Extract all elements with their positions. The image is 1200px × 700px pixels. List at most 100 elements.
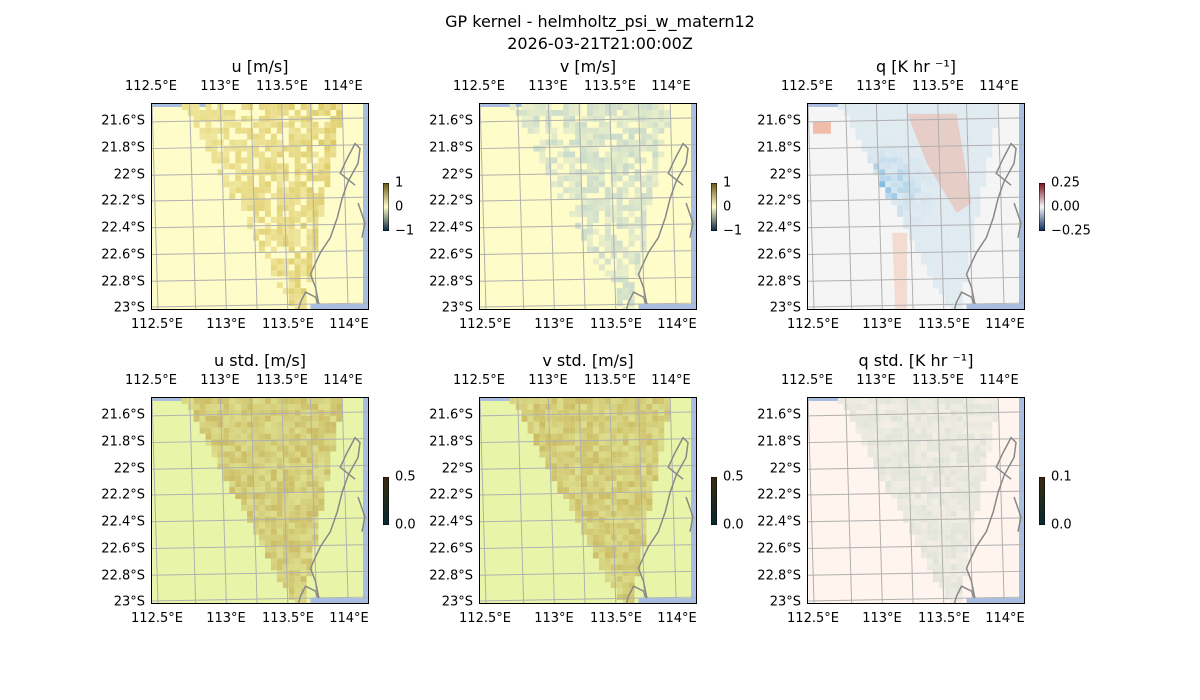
coastline bbox=[297, 585, 322, 603]
lon-tick-label-bottom: 114°E bbox=[985, 611, 1025, 626]
field-cells bbox=[837, 398, 999, 603]
lat-tick-label: 22°S bbox=[441, 167, 473, 183]
lon-tick-label-top: 114°E bbox=[651, 79, 691, 94]
colorbar-tick-label: 0.0 bbox=[723, 517, 744, 533]
colorbar-tick-label: 0.00 bbox=[1051, 199, 1080, 215]
ocean-edge bbox=[690, 398, 696, 603]
panel-title-q_std: q std. [K hr ⁻¹] bbox=[858, 351, 974, 370]
lon-tick-label-top: 113.5°E bbox=[912, 373, 964, 388]
coastline bbox=[309, 142, 361, 309]
lon-tick-label-bottom: 114°E bbox=[985, 317, 1025, 332]
coastline bbox=[1013, 496, 1022, 532]
lon-tick-label-bottom: 114°E bbox=[329, 317, 369, 332]
coastline bbox=[297, 291, 322, 309]
map-u_std bbox=[151, 397, 369, 604]
colorbar-u_std bbox=[383, 477, 389, 525]
lat-tick-label: 21.6°S bbox=[101, 113, 145, 129]
lat-tick-label: 22.4°S bbox=[429, 220, 473, 236]
lat-tick-label: 22°S bbox=[113, 167, 145, 183]
coastline bbox=[357, 202, 366, 238]
lat-tick-label: 23°S bbox=[769, 300, 801, 316]
lon-tick-label-top: 113.5°E bbox=[912, 79, 964, 94]
colorbar-tick-label: 1 bbox=[395, 175, 404, 191]
lon-tick-label-bottom: 114°E bbox=[329, 611, 369, 626]
gridlines bbox=[480, 104, 696, 309]
map-v bbox=[479, 103, 697, 310]
lon-tick-label-top: 114°E bbox=[651, 373, 691, 388]
lon-tick-label-bottom: 113°E bbox=[206, 317, 246, 332]
lon-tick-label-top: 113.5°E bbox=[584, 79, 636, 94]
coastline bbox=[953, 585, 978, 603]
map-q_std bbox=[807, 397, 1025, 604]
coastline bbox=[685, 202, 694, 238]
lat-tick-label: 23°S bbox=[441, 594, 473, 610]
panel-title-v_std: v std. [m/s] bbox=[542, 351, 634, 370]
lon-tick-label-top: 112.5°E bbox=[781, 373, 833, 388]
panel-title-q: q [K hr ⁻¹] bbox=[876, 57, 956, 76]
lon-tick-label-top: 113°E bbox=[200, 79, 240, 94]
lat-tick-label: 22.6°S bbox=[429, 247, 473, 263]
lat-tick-label: 22°S bbox=[769, 167, 801, 183]
lon-tick-label-bottom: 112.5°E bbox=[459, 317, 511, 332]
lat-tick-label: 22.6°S bbox=[101, 247, 145, 263]
colorbar-tick-label: 0.5 bbox=[723, 469, 744, 485]
lon-tick-label-top: 112.5°E bbox=[453, 79, 505, 94]
lat-tick-label: 21.8°S bbox=[757, 434, 801, 450]
lon-tick-label-bottom: 113°E bbox=[862, 317, 902, 332]
lat-tick-label: 22.8°S bbox=[101, 568, 145, 584]
coastline bbox=[625, 291, 650, 309]
lat-tick-label: 23°S bbox=[441, 300, 473, 316]
lat-tick-label: 22.8°S bbox=[757, 274, 801, 290]
lat-tick-label: 23°S bbox=[113, 594, 145, 610]
lon-tick-label-bottom: 113.5°E bbox=[918, 611, 970, 626]
lat-tick-label: 22.2°S bbox=[101, 193, 145, 209]
lon-tick-label-bottom: 112.5°E bbox=[131, 317, 183, 332]
figure-subtitle: 2026-03-21T21:00:00Z bbox=[507, 34, 693, 53]
colorbar-tick-label: 0.5 bbox=[395, 469, 416, 485]
lat-tick-label: 22.2°S bbox=[757, 487, 801, 503]
coastline bbox=[953, 291, 978, 309]
colorbar-tick-label: −1 bbox=[723, 223, 743, 239]
lat-tick-label: 23°S bbox=[769, 594, 801, 610]
lat-tick-label: 22°S bbox=[113, 461, 145, 477]
colorbar-q bbox=[1039, 183, 1045, 231]
lon-tick-label-top: 112.5°E bbox=[125, 79, 177, 94]
panel-title-u: u [m/s] bbox=[231, 57, 289, 76]
lon-tick-label-top: 112.5°E bbox=[781, 79, 833, 94]
lat-tick-label: 21.6°S bbox=[429, 407, 473, 423]
lat-tick-label: 21.6°S bbox=[101, 407, 145, 423]
lon-tick-label-bottom: 113.5°E bbox=[590, 611, 642, 626]
lat-tick-label: 22.4°S bbox=[757, 220, 801, 236]
coastline bbox=[965, 142, 1017, 309]
coastline bbox=[1013, 202, 1022, 238]
gridlines bbox=[808, 398, 1024, 603]
gridlines bbox=[152, 104, 368, 309]
colorbar-tick-label: 0.25 bbox=[1051, 175, 1080, 191]
lat-tick-label: 22.2°S bbox=[757, 193, 801, 209]
ocean-edge bbox=[1018, 104, 1024, 309]
lon-tick-label-bottom: 112.5°E bbox=[459, 611, 511, 626]
lat-tick-label: 21.8°S bbox=[429, 434, 473, 450]
ocean-edge bbox=[638, 304, 696, 309]
field-cells bbox=[181, 104, 343, 309]
lat-tick-label: 21.8°S bbox=[101, 434, 145, 450]
lon-tick-label-top: 113°E bbox=[856, 79, 896, 94]
colorbar-tick-label: 0 bbox=[723, 199, 732, 215]
ocean-edge bbox=[638, 598, 696, 603]
lat-tick-label: 21.6°S bbox=[429, 113, 473, 129]
lat-tick-label: 22.8°S bbox=[101, 274, 145, 290]
lat-tick-label: 21.8°S bbox=[101, 140, 145, 156]
lon-tick-label-top: 113°E bbox=[856, 373, 896, 388]
lat-tick-label: 21.8°S bbox=[757, 140, 801, 156]
coastline bbox=[685, 496, 694, 532]
lon-tick-label-top: 113°E bbox=[200, 373, 240, 388]
lat-tick-label: 22.6°S bbox=[757, 541, 801, 557]
lon-tick-label-top: 112.5°E bbox=[125, 373, 177, 388]
colorbar-u bbox=[383, 183, 389, 231]
lon-tick-label-bottom: 114°E bbox=[657, 317, 697, 332]
figure-title: GP kernel - helmholtz_psi_w_matern12 bbox=[445, 12, 755, 31]
lat-tick-label: 22.8°S bbox=[757, 568, 801, 584]
lat-tick-label: 22.2°S bbox=[101, 487, 145, 503]
lat-tick-label: 21.6°S bbox=[757, 113, 801, 129]
colorbar-tick-label: −1 bbox=[395, 223, 415, 239]
